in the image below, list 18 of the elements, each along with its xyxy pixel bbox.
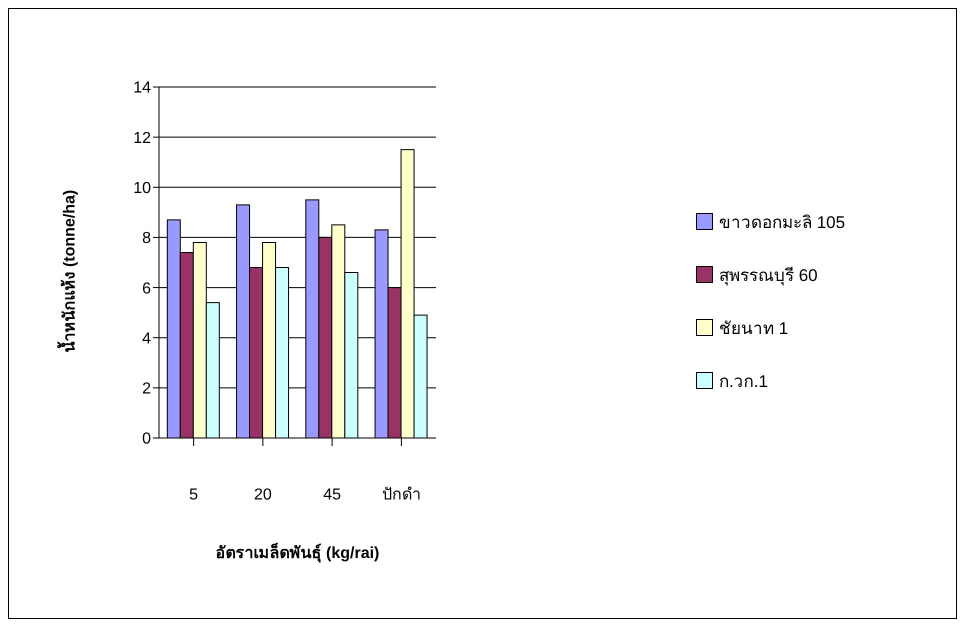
y-tick-label: 6 <box>142 280 152 298</box>
x-tick-label: 20 <box>254 486 272 504</box>
y-tick-label: 14 <box>133 80 152 97</box>
y-tick-label: 8 <box>142 230 152 248</box>
legend-label: สุพรรณบุรี 60 <box>719 264 818 288</box>
legend-label: ชัยนาท 1 <box>719 318 788 340</box>
y-tick-label: 0 <box>142 430 152 448</box>
x-axis-title: อัตราเมล็ดพันธุ์ (kg/rai) <box>216 541 380 563</box>
y-tick-label: 2 <box>142 380 152 398</box>
legend-label: ขาวดอกมะลิ 105 <box>719 212 846 234</box>
legend-label: ก.วก.1 <box>719 370 768 392</box>
x-tick-label: ปักดำ <box>382 486 421 504</box>
x-tick-label: 5 <box>189 486 198 504</box>
y-tick-label: 12 <box>133 130 152 147</box>
y-tick-label: 4 <box>142 330 152 348</box>
x-tick-label: 45 <box>323 486 342 504</box>
y-axis-title: น้ำหนักแห้ง (tonne/ha) <box>56 190 79 352</box>
y-tick-label: 10 <box>133 180 152 197</box>
